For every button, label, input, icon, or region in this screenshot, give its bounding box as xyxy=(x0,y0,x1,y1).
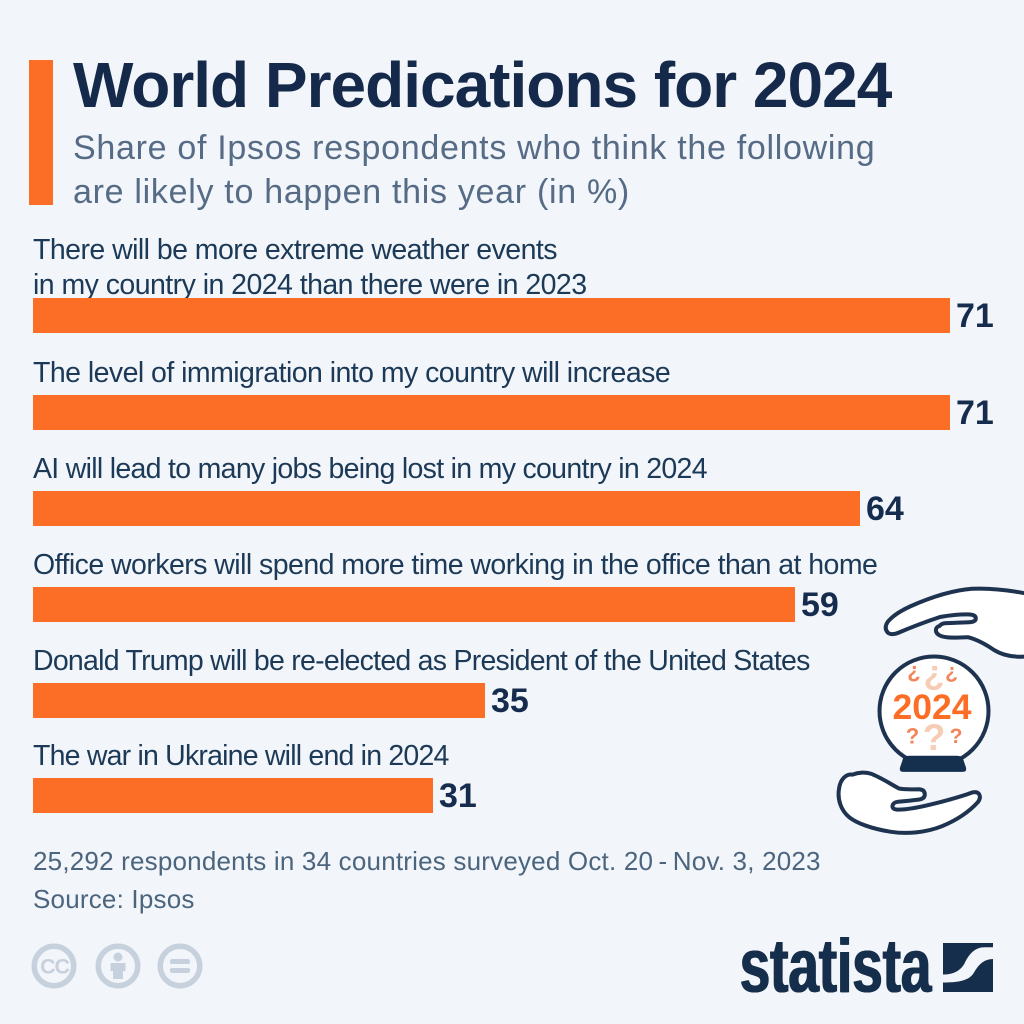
svg-text:¿: ¿ xyxy=(945,661,958,684)
svg-text:?: ? xyxy=(923,717,946,758)
svg-text:¿: ¿ xyxy=(907,658,920,683)
svg-text:¿: ¿ xyxy=(924,654,945,692)
svg-text:?: ? xyxy=(906,724,919,749)
svg-text:?: ? xyxy=(950,725,963,748)
svg-text:2024: 2024 xyxy=(893,687,972,727)
svg-text:CC: CC xyxy=(40,955,69,979)
